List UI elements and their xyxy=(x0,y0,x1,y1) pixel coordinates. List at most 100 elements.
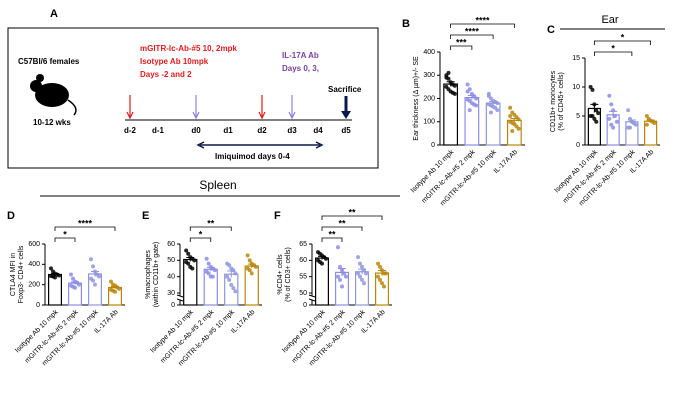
y-tick-label: 40 xyxy=(167,274,175,281)
data-point xyxy=(210,274,215,279)
significance-label: ** xyxy=(207,218,215,228)
significance-label: ** xyxy=(338,218,346,228)
significance-label: ** xyxy=(328,229,336,239)
data-point xyxy=(384,271,388,276)
data-point xyxy=(57,273,61,278)
data-point xyxy=(117,286,121,291)
significance-label: * xyxy=(63,229,67,239)
data-point xyxy=(495,101,500,106)
y-tick-label: 50 xyxy=(167,257,175,264)
y-tick-label: 0 xyxy=(36,302,40,309)
data-point xyxy=(382,284,386,289)
significance-bracket xyxy=(189,226,232,231)
significance-label: *** xyxy=(456,37,467,47)
data-point xyxy=(652,120,657,125)
axis-break xyxy=(308,294,316,302)
y-axis-label: Foxp3- CD4+ cells xyxy=(18,245,25,303)
y-tick-label: 400 xyxy=(423,49,435,56)
data-point xyxy=(71,276,75,281)
mouse-icon xyxy=(30,74,77,116)
treatment: Days -2 and 2 xyxy=(140,70,192,79)
section-label: Spleen xyxy=(199,178,236,192)
il17-treatment: Days 0, 3, xyxy=(282,64,319,73)
data-point xyxy=(628,116,632,121)
data-point xyxy=(360,277,364,282)
data-point xyxy=(590,87,595,92)
y-tick-label: 200 xyxy=(423,95,435,102)
significance-bracket xyxy=(321,215,383,220)
data-point xyxy=(516,126,521,131)
significance-label: **** xyxy=(465,26,480,36)
significance-bracket xyxy=(321,226,363,231)
il17-treatment: IL-17A Ab xyxy=(282,51,319,60)
data-point xyxy=(486,94,491,99)
y-tick-label: 0 xyxy=(303,302,307,309)
y-tick-label: 30 xyxy=(167,290,175,297)
y-tick-label: 55 xyxy=(299,274,307,281)
day-label: d-1 xyxy=(152,126,165,135)
panel-letter: F xyxy=(274,210,281,222)
significance-label: **** xyxy=(475,15,490,25)
data-point xyxy=(233,289,238,294)
data-point xyxy=(247,268,252,273)
data-point xyxy=(644,114,649,118)
panel-letter: A xyxy=(50,8,58,20)
day-label: d1 xyxy=(223,126,233,135)
data-point xyxy=(510,129,515,134)
data-point xyxy=(452,91,457,96)
panel-letter: E xyxy=(142,210,149,222)
day-label: d4 xyxy=(313,126,323,135)
data-point xyxy=(609,102,614,107)
data-point xyxy=(592,102,597,107)
data-point xyxy=(594,108,599,113)
data-point xyxy=(91,278,95,283)
data-point xyxy=(336,274,340,279)
data-point xyxy=(206,261,211,266)
section-label: Ear xyxy=(601,14,618,26)
y-tick-label: 300 xyxy=(423,72,435,79)
data-point xyxy=(516,117,521,122)
data-point xyxy=(633,122,638,127)
y-tick-label: 600 xyxy=(28,241,40,248)
data-point xyxy=(644,122,649,127)
significance-label: **** xyxy=(78,218,93,228)
data-point xyxy=(89,257,93,262)
data-point xyxy=(495,108,500,113)
y-tick-label: 0 xyxy=(431,142,435,149)
y-tick-label: 100 xyxy=(423,119,435,126)
age: 10-12 wks xyxy=(33,118,71,127)
data-point xyxy=(340,284,344,289)
significance-label: * xyxy=(199,229,203,239)
data-point xyxy=(184,248,189,253)
data-point xyxy=(204,256,209,261)
y-tick-label: 10 xyxy=(572,84,580,91)
data-point xyxy=(342,271,346,276)
data-point xyxy=(362,281,366,286)
data-point xyxy=(229,282,234,287)
treatment: Isotype Ab 10mpk xyxy=(140,57,209,66)
data-point xyxy=(508,105,513,110)
data-point xyxy=(358,261,362,266)
data-point xyxy=(376,261,380,266)
data-point xyxy=(489,110,493,115)
data-point xyxy=(588,85,593,89)
day-label: d-2 xyxy=(124,126,137,135)
data-point xyxy=(596,111,601,116)
data-point xyxy=(53,275,57,280)
significance-bracket xyxy=(54,226,116,231)
data-point xyxy=(233,271,238,276)
data-point xyxy=(465,89,470,94)
data-point xyxy=(320,261,324,266)
data-point xyxy=(609,122,614,127)
data-point xyxy=(446,70,451,75)
diagram-box xyxy=(7,27,379,169)
y-axis-label: CTLA4 MFI in xyxy=(10,253,17,296)
data-point xyxy=(253,264,258,269)
data-point xyxy=(93,269,97,274)
data-point xyxy=(97,274,101,279)
data-point xyxy=(360,264,364,269)
data-point xyxy=(452,83,457,88)
data-point xyxy=(192,258,197,263)
y-axis-label: (% of CD45+ cells) xyxy=(558,72,565,131)
